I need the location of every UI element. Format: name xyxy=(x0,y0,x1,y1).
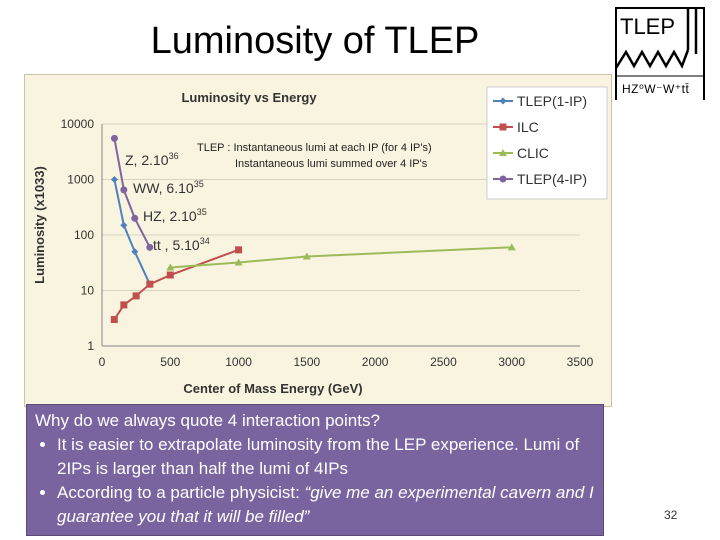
legend-label: TLEP(1-IP) xyxy=(517,93,587,109)
process-label-exponent: 36 xyxy=(169,151,179,161)
axes: 1 10 100 1000 10000 0 500 1000 1500 2000 2500 3000 3… xyxy=(61,117,594,369)
process-label-text: Z, 2.10 xyxy=(125,152,169,168)
process-label-exponent: 35 xyxy=(197,207,207,217)
y-tick-label: 1 xyxy=(87,339,94,353)
luminosity-chart: Luminosity vs Energy 1 10 100 1000 10000 0 500… xyxy=(32,86,608,396)
data-point xyxy=(110,316,118,324)
x-tick-label: 3000 xyxy=(498,355,525,369)
x-tick-label: 3500 xyxy=(567,355,594,369)
chart-title: Luminosity vs Energy xyxy=(181,90,317,105)
callout-bullet-2: According to a particle physicist: “give… xyxy=(57,481,595,529)
x-tick-label: 2500 xyxy=(430,355,457,369)
x-tick-label: 0 xyxy=(99,355,106,369)
chart-panel: Luminosity vs Energy 1 10 100 1000 10000 0 500… xyxy=(24,74,612,407)
y-tick-label: 1000 xyxy=(67,173,94,187)
annotation-tlep-summed: Instantaneous lumi summed over 4 IP's xyxy=(235,158,428,170)
factory-icon xyxy=(614,7,705,100)
data-point xyxy=(120,186,128,194)
series-line xyxy=(113,248,239,321)
process-label-text: WW, 6.10 xyxy=(133,180,194,196)
series-ilc xyxy=(110,246,243,324)
data-point xyxy=(166,271,174,279)
data-point xyxy=(235,246,243,254)
process-label-exponent: 35 xyxy=(194,179,204,189)
data-point xyxy=(507,243,516,251)
callout-bullets: It is easier to extrapolate luminosity f… xyxy=(35,433,595,529)
legend: TLEP(1-IP) ILC CLIC TLEP(4-IP) xyxy=(486,86,608,200)
legend-label: CLIC xyxy=(517,145,549,161)
data-point xyxy=(120,221,128,229)
data-point xyxy=(146,280,154,288)
data-point xyxy=(499,175,507,183)
logo-title: TLEP xyxy=(620,14,676,39)
x-tick-label: 1000 xyxy=(225,355,252,369)
y-tick-label: 100 xyxy=(74,228,94,242)
callout-box: Why do we always quote 4 interaction poi… xyxy=(26,404,604,536)
callout-bullet-1: It is easier to extrapolate luminosity f… xyxy=(57,433,595,481)
process-label-text: HZ, 2.10 xyxy=(143,208,197,224)
y-tick-label: 10 xyxy=(81,284,95,298)
data-point xyxy=(499,149,507,156)
data-point xyxy=(302,252,311,260)
x-tick-label: 2000 xyxy=(362,355,389,369)
data-point xyxy=(132,292,140,300)
data-point xyxy=(131,248,139,256)
process-label-exponent: 34 xyxy=(200,236,210,246)
slide-title: Luminosity of TLEP xyxy=(150,20,480,62)
data-point xyxy=(146,243,154,251)
data-point xyxy=(499,97,507,105)
process-label: Z, 2.1036 xyxy=(125,151,179,168)
annotation-tlep-each-ip: TLEP : Instantaneous lumi at each IP (fo… xyxy=(197,142,432,154)
tlep-logo: TLEP HZ⁰W⁻W⁺tt̄ xyxy=(612,4,708,102)
process-label: HZ, 2.1035 xyxy=(143,207,207,224)
x-tick-label: 1500 xyxy=(294,355,321,369)
x-axis-label: Center of Mass Energy (GeV) xyxy=(183,381,362,396)
series-clic xyxy=(166,243,516,271)
legend-label: ILC xyxy=(517,119,539,135)
process-label: WW, 6.1035 xyxy=(133,179,204,196)
x-tick-label: 500 xyxy=(160,355,180,369)
logo-subtitle: HZ⁰W⁻W⁺tt̄ xyxy=(622,82,690,96)
data-point xyxy=(166,263,175,271)
y-axis-label: Luminosity (x1033) xyxy=(32,166,47,284)
data-point xyxy=(499,123,507,131)
y-tick-label: 10000 xyxy=(61,117,95,131)
callout-bullet-2-prefix: According to a particle physicist: xyxy=(57,483,305,502)
process-label: tt , 5.1034 xyxy=(153,236,210,253)
process-label-text: tt , 5.10 xyxy=(153,237,200,253)
page-number: 32 xyxy=(664,508,678,522)
series-layer xyxy=(110,134,516,324)
data-point xyxy=(234,258,243,266)
data-point xyxy=(110,176,118,183)
series-tlep-4-ip xyxy=(110,134,154,251)
legend-box xyxy=(486,86,608,200)
data-point xyxy=(120,301,128,309)
data-point xyxy=(131,214,139,222)
series-line xyxy=(113,138,151,248)
data-point xyxy=(110,134,118,142)
callout-bullet-2-quote: “give me an experimental cavern and I gu… xyxy=(57,483,594,526)
callout-question: Why do we always quote 4 interaction poi… xyxy=(35,411,380,430)
series-line xyxy=(170,246,512,269)
series-line xyxy=(113,179,151,285)
legend-label: TLEP(4-IP) xyxy=(517,171,587,187)
